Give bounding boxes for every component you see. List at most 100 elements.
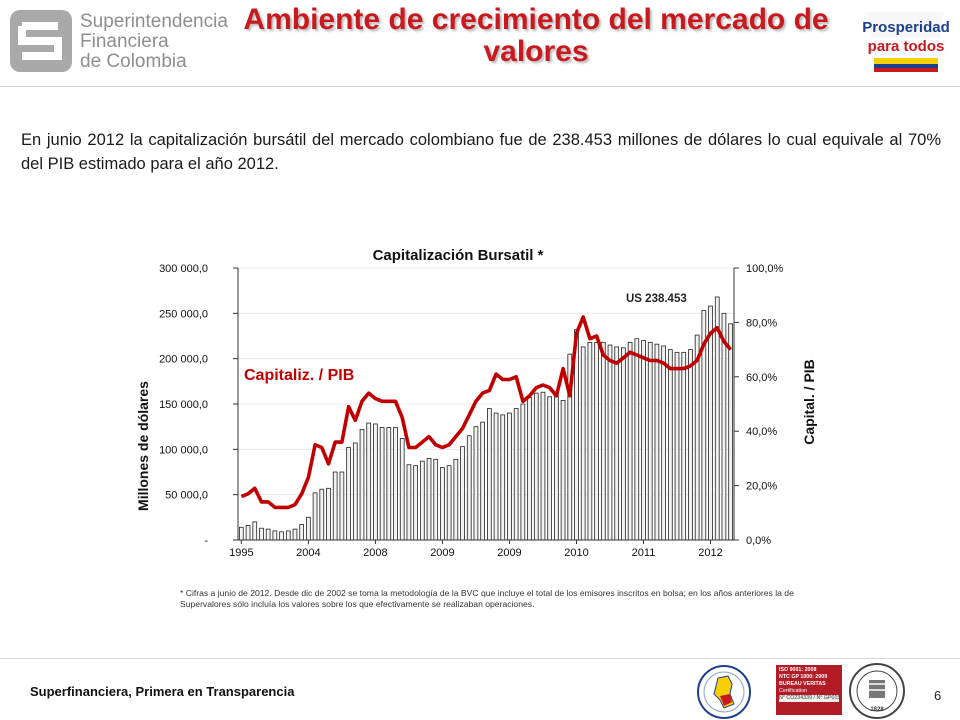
- bar: [721, 312, 727, 541]
- bar: [513, 408, 519, 541]
- chart-footnote: * Cifras a junio de 2012. Desde dic de 2…: [180, 588, 794, 609]
- bar: [319, 488, 325, 541]
- logo-text-line-2: para todos: [868, 38, 945, 55]
- x-tick-label: 1995: [229, 547, 253, 559]
- bar: [332, 471, 338, 541]
- y-tick-label: 100 000,0: [159, 444, 208, 456]
- y2-tick-label: 100,0%: [746, 263, 784, 275]
- bar: [688, 349, 693, 541]
- ratio-line-series: [240, 315, 732, 510]
- bar: [279, 531, 284, 541]
- bar: [600, 341, 606, 541]
- y-axis-tick-labels: - 50 000,0 100 000,0 150 000,0 200 000,0 250 …: [159, 263, 208, 547]
- ratio-series-annotation: Capitaliz. / PIB: [244, 367, 354, 384]
- x-tick-label: 2009: [430, 547, 454, 559]
- bar: [359, 428, 365, 541]
- bar: [473, 426, 479, 541]
- y2-tick-label: 80,0%: [746, 317, 777, 329]
- bar: [487, 408, 492, 541]
- flag-stripe-red: [874, 68, 938, 72]
- bar: [259, 527, 264, 541]
- y2-axis-label: Capital. / PIB: [801, 359, 817, 445]
- x-tick-label: 2012: [698, 547, 722, 559]
- bar: [533, 392, 539, 541]
- bar: [641, 340, 646, 541]
- iso-line-3: BUREAU VERITAS: [779, 681, 826, 687]
- org-name-line-1: Superintendencia: [80, 11, 228, 32]
- bar: [527, 397, 532, 541]
- iso-line-4: Certification: [779, 688, 807, 694]
- page-number: 6: [934, 688, 942, 703]
- bar: [507, 412, 512, 541]
- y2-axis-tick-labels: 0,0% 20,0% 40,0% 60,0% 80,0% 100,0%: [746, 263, 784, 547]
- bar: [607, 344, 613, 541]
- bar: [708, 305, 713, 541]
- bar: [299, 524, 305, 541]
- bar: [399, 438, 405, 541]
- y2-tick-label: 20,0%: [746, 481, 777, 493]
- bar: [728, 323, 733, 541]
- bar: [547, 396, 553, 541]
- prosperidad-para-todos-logo: Prosperidad para todos: [860, 8, 952, 78]
- bar: [326, 487, 331, 541]
- iso-line-5: N° CO234339 / N° GP0151: [779, 695, 839, 702]
- x-tick-label: 2004: [296, 547, 320, 559]
- bar: [393, 427, 398, 541]
- y-tick-label: 250 000,0: [159, 308, 208, 320]
- bar: [386, 427, 392, 541]
- intro-text-part-3: del PIB estimado para el año 2012.: [21, 155, 279, 173]
- bar: [540, 391, 546, 541]
- footer-divider: [0, 658, 960, 659]
- bar: [587, 341, 593, 541]
- y-tick-label: 300 000,0: [159, 263, 208, 275]
- iso-line-2: NTC GP 1000: 2009: [779, 674, 828, 680]
- bar: [352, 442, 358, 541]
- y-tick-label: 200 000,0: [159, 354, 208, 366]
- bar: [614, 346, 620, 541]
- bar: [265, 528, 271, 541]
- bar: [661, 345, 666, 541]
- bar: [245, 525, 251, 541]
- bar: [627, 341, 633, 541]
- bar: [339, 471, 345, 541]
- bar: [554, 392, 559, 541]
- ratio-line: [240, 315, 732, 510]
- intro-paragraph: En junio 2012 la capitalización bursátil…: [21, 128, 941, 176]
- x-tick-label: 2009: [497, 547, 521, 559]
- bar-series: [239, 296, 733, 541]
- y2-tick-label: 0,0%: [746, 535, 771, 547]
- logo-text-line-1: Prosperidad: [862, 19, 950, 36]
- bar: [413, 465, 418, 541]
- bar: [621, 347, 626, 541]
- bar: [594, 341, 599, 541]
- bar: [466, 435, 472, 541]
- header-divider: [0, 86, 960, 87]
- y2-tick-label: 60,0%: [746, 372, 777, 384]
- chart-axes: [233, 267, 739, 544]
- org-name-line-3: de Colombia: [80, 51, 187, 72]
- bar: [306, 516, 311, 541]
- sfc-emblem-icon: [10, 10, 72, 72]
- bar: [667, 349, 673, 541]
- intro-text-part-1: En junio 2012 la capitalización bursátil…: [21, 131, 941, 149]
- bar: [654, 343, 660, 541]
- flag-stripe-yellow: [874, 58, 938, 64]
- flag-stripe-blue: [874, 64, 938, 68]
- iso-certification-badge: ISO 9001: 2008 NTC GP 1000: 2009 BUREAU …: [776, 665, 842, 715]
- chart-title: Capitalización Bursatil *: [373, 247, 544, 264]
- bar: [460, 446, 465, 541]
- y-tick-label: -: [204, 535, 208, 547]
- bv-seal-year: 1828: [870, 707, 884, 713]
- bar: [681, 351, 687, 541]
- bar: [379, 427, 385, 541]
- superfinanciera-logo: Superintendencia Financiera de Colombia: [8, 8, 228, 78]
- bar: [285, 530, 291, 541]
- bar: [366, 422, 372, 541]
- bar: [560, 399, 566, 541]
- bar: [272, 530, 278, 541]
- y-tick-label: 50 000,0: [165, 490, 208, 502]
- y-tick-label: 150 000,0: [159, 399, 208, 411]
- bar: [480, 421, 485, 541]
- bar: [520, 403, 526, 541]
- iso-line-1: ISO 9001: 2008: [779, 667, 817, 673]
